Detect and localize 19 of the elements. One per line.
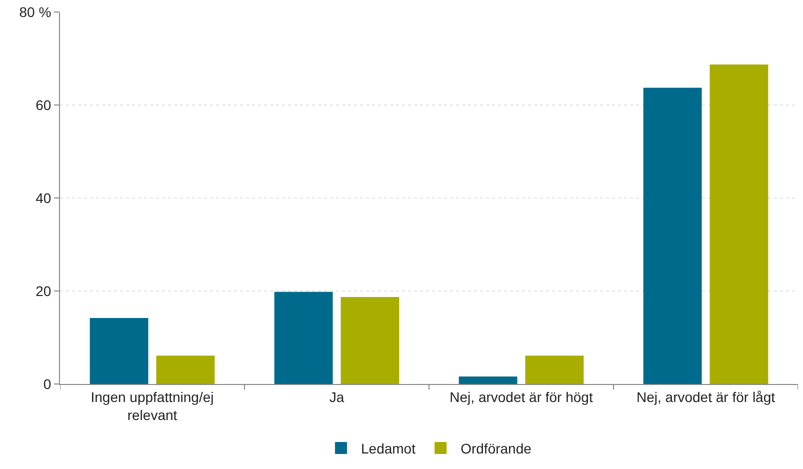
- x-tick-label: Ingen uppfattning/ej relevant: [90, 388, 214, 423]
- bar: [710, 64, 768, 384]
- y-tick-label: 80 %: [19, 4, 52, 20]
- legend-label: Ledamot: [361, 440, 416, 456]
- y-tick-label: 60: [36, 96, 52, 113]
- bar: [340, 297, 400, 384]
- x-tick-label: Ja: [329, 388, 344, 405]
- bar: [525, 356, 584, 384]
- y-tick-label: 0: [43, 376, 52, 392]
- y-tick-label: 20: [36, 282, 52, 299]
- bar: [90, 318, 148, 384]
- bar: [643, 88, 702, 384]
- x-tick-label: Nej, arvodet är för lågt: [636, 388, 776, 405]
- bar: [274, 292, 333, 384]
- bar: [458, 376, 518, 384]
- bar: [156, 356, 215, 384]
- y-tick-label: 40: [36, 190, 52, 206]
- legend-label: Ordförande: [460, 440, 532, 456]
- x-tick-label: Nej, arvodet är för högt: [450, 388, 593, 405]
